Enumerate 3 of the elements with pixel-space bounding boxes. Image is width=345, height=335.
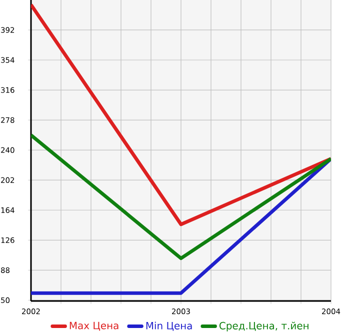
legend-label: Max Цена bbox=[70, 322, 118, 331]
legend-label: Min Цена bbox=[146, 322, 192, 331]
legend-label: Сред.Цена, т.йен bbox=[220, 322, 308, 332]
